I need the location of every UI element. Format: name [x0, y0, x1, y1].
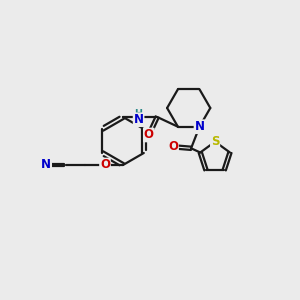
Text: H: H — [135, 109, 142, 119]
Text: O: O — [144, 128, 154, 142]
Text: S: S — [211, 135, 219, 148]
Text: N: N — [41, 158, 51, 172]
Text: O: O — [168, 140, 178, 153]
Text: N: N — [194, 120, 205, 133]
Text: O: O — [100, 158, 110, 172]
Text: N: N — [134, 113, 144, 126]
